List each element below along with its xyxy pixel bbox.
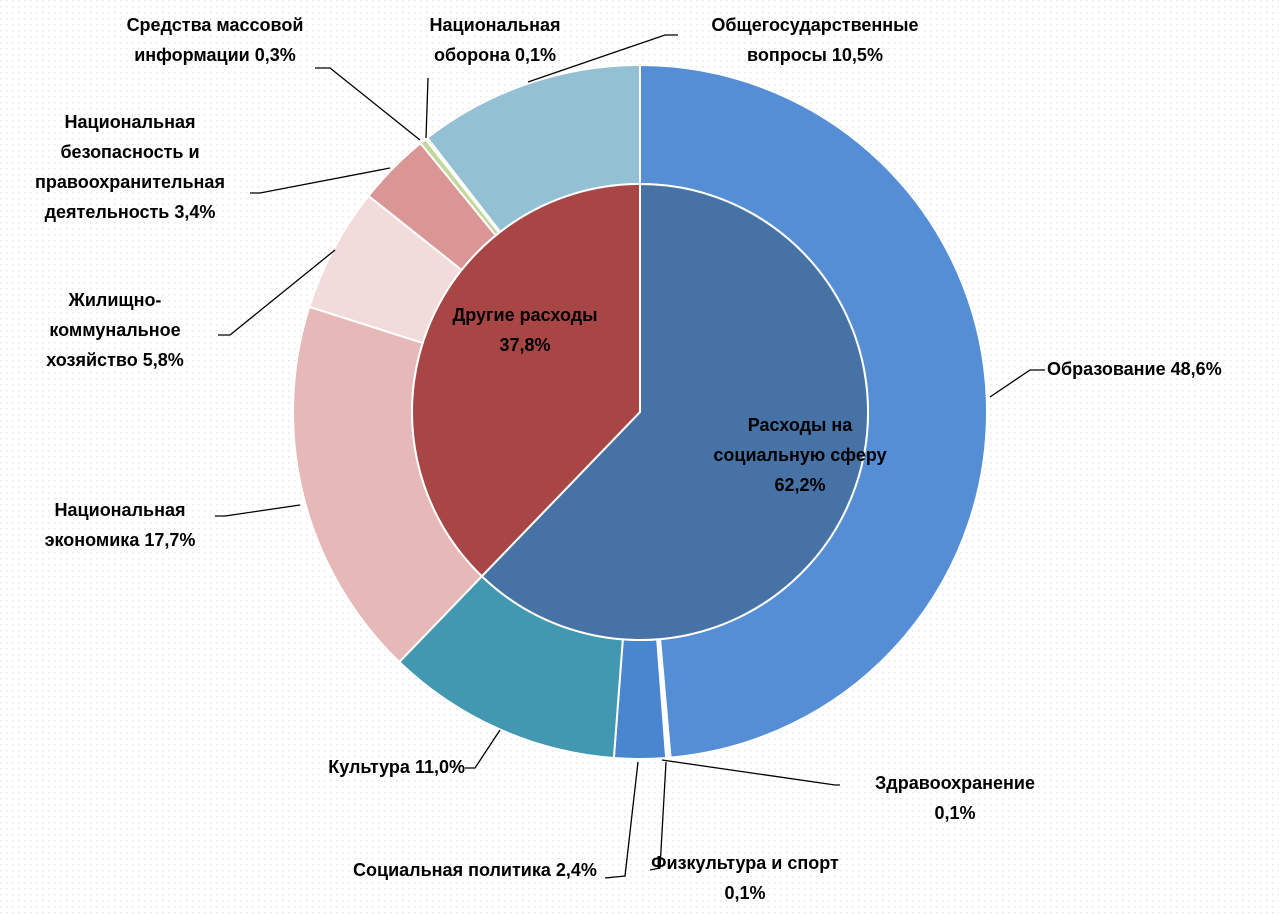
leader-line: [215, 504, 301, 517]
category-label: Физкультура и спорт: [651, 853, 839, 873]
leader-line: [315, 67, 421, 141]
leader-line: [661, 759, 840, 786]
leader-line: [250, 167, 391, 194]
category-label: Национальная оборона: [429, 15, 561, 65]
value-label: 48,6%: [1170, 359, 1222, 379]
category-label: Здравоохранение: [875, 773, 1035, 793]
value-label: 0,3%: [254, 45, 296, 65]
slice: [411, 182, 641, 578]
slice: [480, 182, 869, 641]
leader-line: [527, 34, 678, 83]
category-label: Социальная политика: [353, 860, 551, 880]
category-label: Расходы на социальную сферу: [713, 415, 887, 465]
slice-label: Физкультура и спорт 0,1%: [645, 848, 845, 908]
category-label: Культура: [328, 757, 410, 777]
value-label: 62,2%: [774, 475, 826, 495]
value-label: 11,0%: [414, 757, 465, 777]
slice-label: Средства массовой информации 0,3%: [85, 10, 345, 70]
slice-label: Национальная экономика 17,7%: [5, 495, 235, 555]
value-label: 2,4%: [555, 860, 597, 880]
category-label: Средства массовой информации: [126, 15, 304, 65]
leader-line: [649, 761, 667, 871]
value-label: 0,1%: [724, 883, 766, 903]
value-label: 0,1%: [934, 803, 976, 823]
leader-line: [465, 729, 501, 769]
leader-line: [989, 369, 1045, 398]
rings: [292, 63, 988, 760]
value-label: 17,7%: [144, 530, 196, 550]
value-label: 10,5%: [831, 45, 883, 65]
slice-label: Культура 11,0%: [245, 752, 465, 782]
slice-label: Жилищно-коммунальное хозяйство 5,8%: [20, 285, 210, 375]
category-label: Жилищно-коммунальное хозяйство: [46, 290, 181, 370]
slice-label: Национальная оборона 0,1%: [400, 10, 590, 70]
leader-line: [425, 77, 429, 139]
value-label: 5,8%: [142, 350, 184, 370]
slice-label: Здравоохранение 0,1%: [855, 768, 1055, 828]
value-label: 3,4%: [174, 202, 216, 222]
slice-label: Социальная политика 2,4%: [335, 855, 615, 885]
category-label: Другие расходы: [452, 305, 598, 325]
category-label: Образование: [1047, 359, 1166, 379]
value-label: 0,1%: [514, 45, 557, 65]
leader-line: [218, 249, 336, 336]
slice-label: Другие расходы 37,8%: [410, 300, 640, 360]
slice-label: Образование 48,6%: [1047, 354, 1277, 384]
slice-label: Общегосударственные вопросы 10,5%: [670, 10, 960, 70]
category-label: Национальная безопасность и правоохранит…: [35, 112, 225, 222]
leader-lines: [215, 34, 1045, 879]
value-label: 37,8%: [499, 335, 551, 355]
category-label: Национальная экономика: [44, 500, 186, 550]
slice-label: Расходы на социальную сферу 62,2%: [695, 410, 905, 500]
slice-label: Национальная безопасность и правоохранит…: [5, 107, 255, 227]
leader-line: [604, 761, 639, 879]
category-label: Общегосударственные вопросы: [711, 15, 919, 65]
